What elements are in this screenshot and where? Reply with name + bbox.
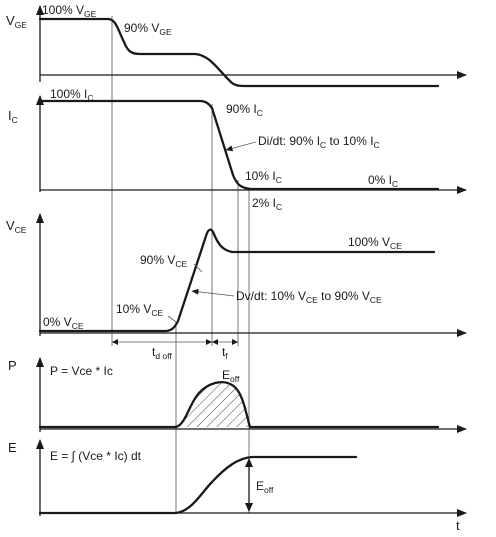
vce-90-leader [193, 263, 203, 273]
ic-2-label: 2% IC [252, 196, 282, 212]
ic-panel: IC 100% IC 90% IC Di/dt: 90% IC to 10% I… [8, 87, 467, 212]
vge-100-label: 100% VGE [42, 3, 97, 19]
vce-dvdt-label: Dv/dt: 10% VCE to 90% VCE [236, 289, 382, 305]
vce-10-leader [167, 315, 177, 323]
power-panel: P P = Vce * Ic Eoff [8, 357, 467, 433]
tdoff-left-tick [112, 339, 118, 345]
power-axis-label: P [8, 358, 17, 373]
power-eoff-label: Eoff [222, 368, 240, 384]
ic-axis-label: IC [8, 108, 18, 125]
power-trace [38, 381, 440, 429]
vce-90-label: 90% VCE [140, 253, 187, 269]
ic-100-label: 100% IC [50, 87, 94, 103]
eoff-arrow-bottom [245, 503, 253, 512]
tdoff-right-tick [206, 339, 212, 345]
energy-axis-label: E [8, 440, 17, 455]
tdoff-label: td off [152, 345, 172, 361]
power-formula: P = Vce * Ic [50, 364, 113, 378]
ic-0-label: 0% IC [368, 173, 398, 189]
energy-panel: E E = ∫ (Vce * Ic) dt Eoff t [8, 439, 467, 533]
eoff-arrow-top [245, 458, 253, 467]
energy-trace [38, 455, 358, 515]
ic-didt-leader [225, 141, 257, 152]
vge-trace [38, 17, 440, 88]
vge-panel: VGE 100% VGE 90% VGE [6, 3, 467, 88]
tf-label: tf [222, 345, 228, 361]
ic-trace [38, 99, 440, 191]
vge-90-label: 90% VGE [124, 21, 172, 37]
power-loss-area [176, 382, 250, 427]
ic-didt-label: Di/dt: 90% IC to 10% IC [258, 134, 380, 150]
vce-0-label: 0% VCE [43, 315, 84, 331]
ic-10-label: 10% IC [245, 169, 282, 185]
ic-90-label: 90% IC [226, 102, 263, 118]
vce-trace [38, 228, 436, 333]
tf-left-tick [212, 339, 218, 345]
tf-right-tick [232, 339, 238, 345]
time-axis-label: t [456, 518, 460, 533]
vce-panel: VCE 100% VCE 90% VCE Dv/dt: 10% VCE to 9… [6, 213, 467, 337]
timing-guide-lines [111, 16, 250, 513]
vce-100-label: 100% VCE [348, 235, 402, 251]
energy-eoff-label: Eoff [256, 479, 274, 495]
energy-formula: E = ∫ (Vce * Ic) dt [50, 449, 142, 463]
vge-axis-label: VGE [6, 13, 27, 30]
vce-10-label: 10% VCE [116, 302, 163, 318]
vce-dvdt-leader [191, 288, 235, 297]
timing-intervals: td off tf [112, 339, 238, 361]
vce-axis-label: VCE [6, 218, 27, 235]
